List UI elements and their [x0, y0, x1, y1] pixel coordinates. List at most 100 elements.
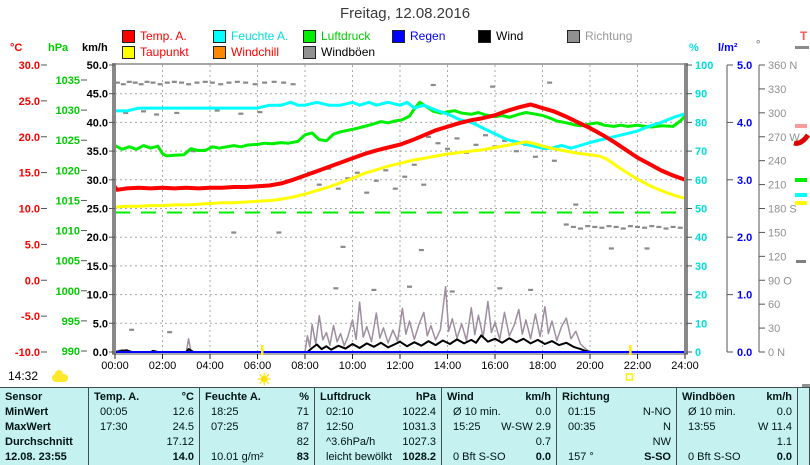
table-col-luftdruck: Luftdruck hPa 02:10 1022.4 12:50 1031.3 ^3.6hP… — [314, 388, 441, 465]
axis-unit-deg: ° — [756, 39, 761, 51]
col-unit: hPa — [415, 391, 436, 403]
axis-tick-label: 20.0 — [19, 132, 40, 144]
trend-dash-temp — [795, 124, 807, 128]
cell-time: 0 Bft S-SO — [688, 451, 741, 463]
row-current: 10.01 g/m² 83 — [200, 450, 314, 465]
axis-tick-label: 50 — [695, 204, 707, 216]
cell-value: 1031.3 — [402, 421, 436, 433]
axis-tick-label: 24:00 — [671, 360, 699, 372]
trend-dash-humidity — [795, 193, 807, 197]
col-name: Luftdruck — [320, 391, 371, 403]
col-header: Feuchte A.% — [200, 390, 314, 405]
axis-unit-pct: % — [689, 42, 699, 54]
cell-time: 01:15 — [568, 406, 596, 418]
col-unit: % — [299, 391, 309, 403]
table-col-windböen: Windböen km/h Ø 10 min. 0.0 13:55 W 11.4 1.1 0 … — [676, 388, 797, 465]
sunset-square-icon — [625, 373, 634, 381]
axis-tick-label: 2.0 — [737, 232, 752, 244]
row-minwert: 01:15 N-NO — [557, 405, 676, 420]
axis-tick-label: 10 — [695, 318, 707, 330]
axis-unit-lm2: l/m² — [718, 42, 738, 54]
axis-tick-label: 16:00 — [481, 360, 509, 372]
page-title: Freitag, 12.08.2016 — [339, 5, 471, 22]
row-maxwert: 13:55 W 11.4 — [677, 420, 797, 435]
cell-time: 13:55 — [688, 421, 716, 433]
axis-tick-label: 10.0 — [19, 204, 40, 216]
legend-item-feuchte-a-: Feuchte A. — [213, 29, 288, 43]
cloud-icon — [52, 370, 68, 382]
legend-item-richtung: Richtung — [567, 29, 632, 43]
axis-tick-label: 35.0 — [87, 146, 108, 158]
cell-value: 71 — [296, 406, 309, 418]
axis-tick-label: 70 — [695, 146, 707, 158]
row-current: 0 Bft S-SO 0.0 — [442, 450, 556, 465]
cell-value: 0.0 — [776, 406, 792, 418]
axis-tick-label: 22:00 — [624, 360, 652, 372]
legend-item-windböen: Windböen — [303, 45, 375, 59]
series-feuchte — [113, 100, 687, 150]
row-minwert: 18:25 71 — [200, 405, 314, 420]
legend-swatch — [303, 29, 316, 43]
col-header: Temp. A. °C — [89, 390, 199, 405]
legend-label: Temp. A. — [140, 29, 187, 43]
table-col-temp-a-: Temp. A. °C 00:05 12.6 17:30 24.5 17.12 14.0 — [88, 388, 199, 465]
row-current: leicht bewölkt 1028.2 — [315, 450, 441, 465]
row-label: MaxWert — [5, 421, 51, 433]
axis-tick-label: 5.0 — [25, 239, 40, 251]
axis-tick-label: 04:00 — [196, 360, 224, 372]
axis-tick-label: 330 — [768, 84, 786, 96]
cell-value: 14.0 — [172, 451, 194, 463]
axis-tick-label: 1035 — [56, 75, 80, 87]
row-minwert: Ø 10 min. 0.0 — [442, 405, 556, 420]
cell-value: 17.12 — [166, 436, 194, 448]
table-col-sensor: Sensor MinWert MaxWert Durchschnitt 12.08. 2… — [0, 388, 88, 465]
cell-value: 1022.4 — [402, 406, 436, 418]
cell-value: 87 — [296, 421, 309, 433]
axis-tick-label: 0.0 — [25, 275, 40, 287]
legend-label: Wind — [496, 29, 524, 43]
axis-tick-label: 00:00 — [101, 360, 129, 372]
series-windboeen — [114, 285, 686, 353]
series-taupunkt — [113, 140, 687, 209]
axis-tick-label: 12:00 — [386, 360, 414, 372]
col-header: Wind km/h — [442, 390, 556, 405]
axis-tick-label: -5.0 — [21, 311, 40, 323]
row-label: Durchschnitt — [5, 436, 73, 448]
legend-swatch — [567, 29, 580, 43]
cell-value: 12.6 — [172, 406, 194, 418]
series-richtung — [114, 80, 683, 334]
weather-chart: 30.0 25.0 20.0 15.0 10.0 5.0 0.0 -5.0 -10.0 1035 1… — [15, 60, 800, 386]
axis-tick-label: 5.0 — [93, 318, 108, 330]
row-current: 0 Bft S-SO 0.0 — [677, 450, 797, 465]
legend-item-luftdruck: Luftdruck — [303, 29, 370, 43]
cell-time — [200, 435, 211, 450]
row-maxwert: 17:30 24.5 — [89, 420, 199, 435]
legend-swatch — [392, 29, 405, 43]
axis-tick-label: 02:00 — [149, 360, 177, 372]
trend-dash-dewpoint — [795, 201, 807, 205]
axis-tick-label: 10.0 — [87, 290, 108, 302]
legend-item-windchill: Windchill — [213, 45, 279, 59]
legend-swatch — [213, 29, 226, 43]
col-header: Windböen km/h — [677, 390, 797, 405]
axis-tick-label: -10.0 — [15, 347, 40, 359]
col-unit: °C — [181, 391, 194, 403]
axis-tick-label: 14:00 — [434, 360, 462, 372]
cell-value: W-SW 2.9 — [501, 421, 551, 433]
cell-value: 0.0 — [776, 451, 792, 463]
row-minwert: 02:10 1022.4 — [315, 405, 441, 420]
cell-value: 24.5 — [172, 421, 194, 433]
table-col-richtung: Richtung 01:15 N-NO 00:35 N NW 157 ° S-SO — [556, 388, 676, 465]
axis-tick-label: 5.0 — [737, 60, 752, 72]
legend-label: Regen — [410, 29, 446, 43]
axis-tick-label: 990 — [62, 346, 80, 358]
legend-swatch — [122, 45, 135, 59]
series-wind — [114, 334, 686, 353]
axis-tick-label: 20 — [695, 290, 707, 302]
tendenz-column-label: T — [800, 29, 808, 43]
axis-tick-label: 18:00 — [529, 360, 557, 372]
axis-tick-label: 3.0 — [737, 175, 752, 187]
col-name: Wind — [447, 391, 474, 403]
cell-value: 0.0 — [535, 406, 551, 418]
